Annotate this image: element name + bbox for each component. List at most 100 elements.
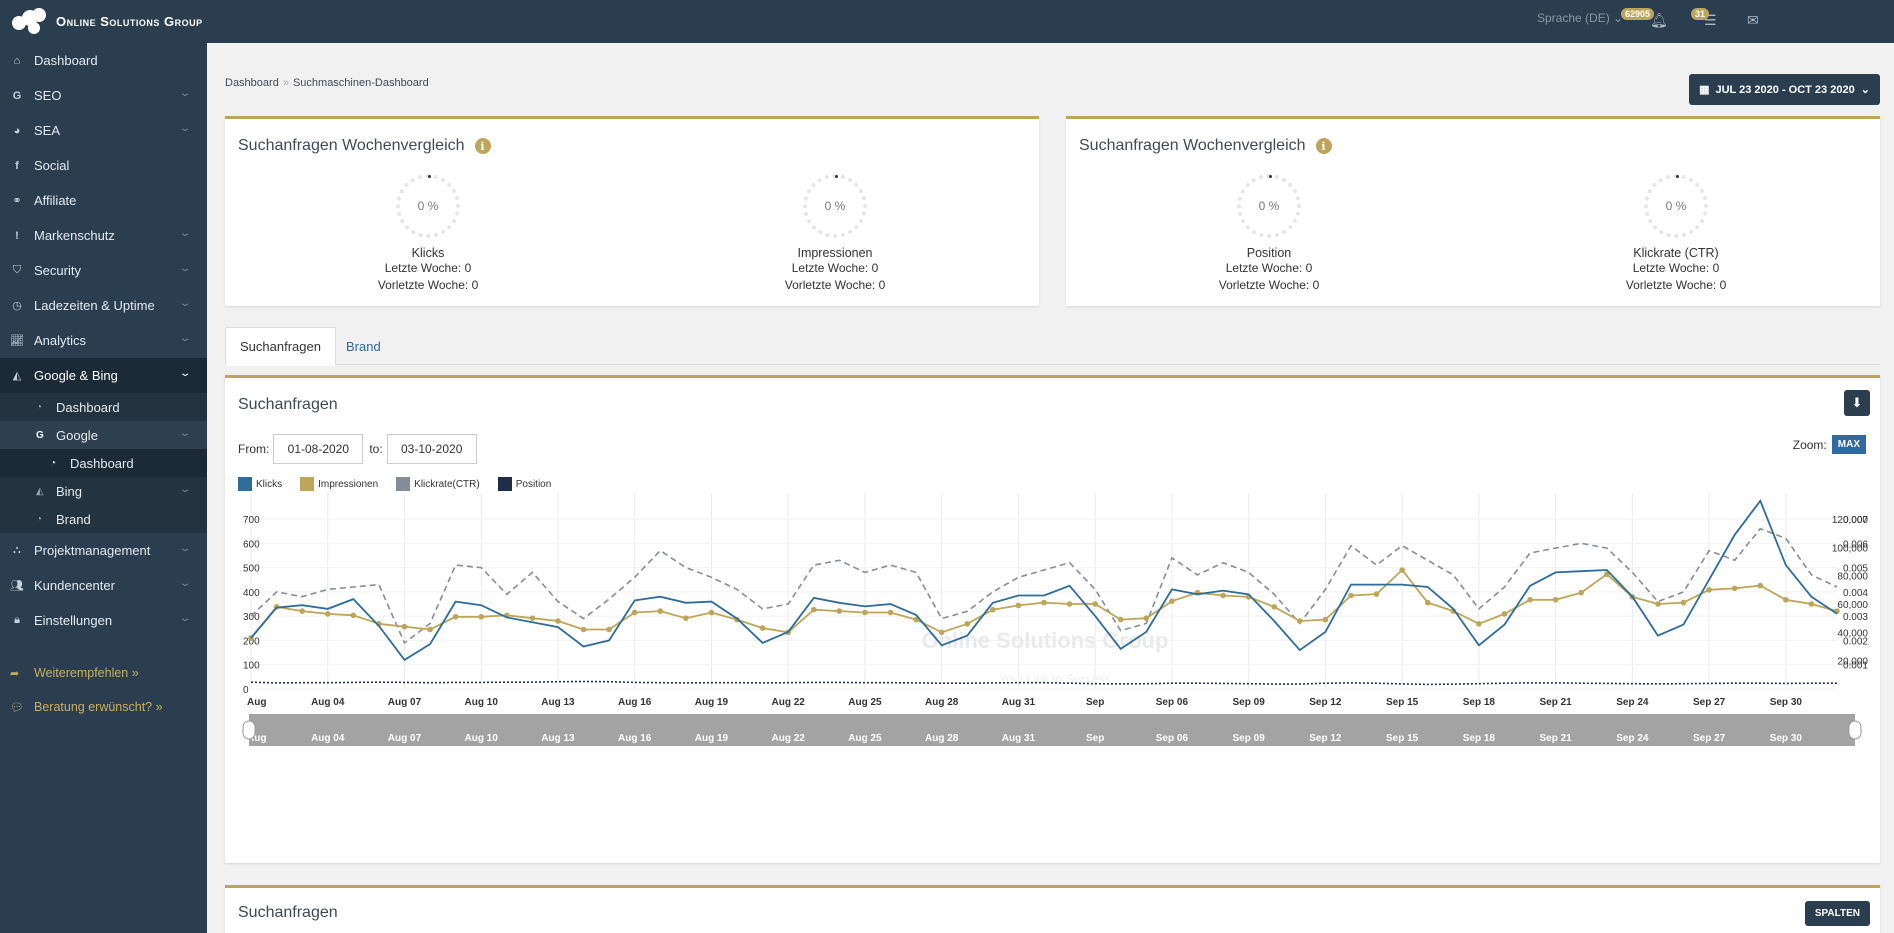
from-date-input[interactable]: 01-08-2020 bbox=[273, 434, 364, 464]
navigator-tick-label: Aug 10 bbox=[465, 733, 499, 744]
y-left-tick-label: 500 bbox=[243, 564, 260, 575]
y-left-tick-label: 300 bbox=[243, 612, 260, 623]
legend-item-position[interactable]: Position bbox=[497, 477, 551, 491]
legend-item-klicks[interactable]: Klicks bbox=[238, 477, 282, 491]
zoom-max-button[interactable]: MAX bbox=[1831, 435, 1866, 454]
sidebar-subitem-bing[interactable]: ◭ Bing ⌄ bbox=[0, 477, 207, 505]
sidebar-item-label: SEO bbox=[34, 88, 62, 103]
share-icon: ➦ bbox=[10, 667, 20, 680]
to-date-input[interactable]: 03-10-2020 bbox=[386, 434, 477, 464]
chart-watermark: Online Solutions Group bbox=[922, 628, 1169, 653]
logo-mark-icon bbox=[12, 8, 46, 34]
sidebar-item-sea[interactable]: ◕ SEA ⌄ bbox=[0, 113, 207, 148]
stat-last-week: Letzte Woche: 0 bbox=[1632, 261, 1720, 275]
legend-item-impressionen[interactable]: Impressionen bbox=[300, 477, 378, 491]
home-icon: ⌂ bbox=[13, 54, 21, 67]
sidebar-item-analytics[interactable]: 📈︎ Analytics ⌄ bbox=[0, 323, 207, 358]
navigator-handle-left[interactable] bbox=[242, 720, 256, 740]
sidebar-item-einstellungen[interactable]: 🔒︎ Einstellungen ⌄ bbox=[0, 603, 207, 638]
sidebar-item-kundencenter[interactable]: 👥︎ Kundencenter ⌄ bbox=[0, 568, 207, 603]
comments-icon: 💬︎ bbox=[10, 701, 24, 714]
data-point-impressionen bbox=[1783, 596, 1789, 603]
data-point-impressionen bbox=[1169, 598, 1175, 604]
stat-prev-week: Vorletzte Woche: 0 bbox=[1218, 278, 1320, 292]
data-point-impressionen bbox=[631, 609, 638, 616]
y-left-tick-label: 600 bbox=[243, 539, 260, 550]
x-tick-label: Aug bbox=[247, 697, 266, 708]
spalten-button[interactable]: SPALTEN bbox=[1804, 901, 1870, 926]
x-tick-label: Aug 19 bbox=[695, 697, 729, 708]
navigator-tick-label: Aug 04 bbox=[311, 733, 345, 744]
sidebar-item-dashboard[interactable]: ⌂ Dashboard bbox=[0, 43, 207, 78]
x-tick-label: Aug 28 bbox=[925, 697, 959, 708]
sidebar-item-projektmanagement[interactable]: ⛬ Projektmanagement ⌄ bbox=[0, 533, 207, 568]
language-selector[interactable]: Sprache (DE) ⌄ bbox=[1537, 11, 1623, 25]
chevron-down-icon: ⌄ bbox=[1860, 84, 1870, 96]
data-point-impressionen bbox=[1476, 621, 1482, 627]
legend-swatch bbox=[497, 477, 512, 491]
y-right-ctr-tick-label: 0.001 bbox=[1843, 661, 1868, 672]
beratung-link[interactable]: 💬︎ Beratung erwünscht? » bbox=[0, 690, 207, 724]
y-right-impr-tick-label: 120,000 bbox=[1832, 515, 1869, 526]
link-label: Beratung erwünscht? » bbox=[34, 700, 163, 714]
sidebar-item-label: Projektmanagement bbox=[34, 543, 151, 558]
sidebar-item-markenschutz[interactable]: ! Markenschutz ⌄ bbox=[0, 218, 207, 253]
chevron-down-icon: ⌄ bbox=[178, 228, 192, 239]
data-point-impressionen bbox=[1527, 596, 1533, 603]
sidebar-item-google-bing[interactable]: ◭ Google & Bing ⌄ bbox=[0, 358, 207, 393]
legend-swatch bbox=[396, 477, 411, 491]
y-right-ctr-tick-label: 0.004 bbox=[1843, 588, 1868, 599]
tab-brand[interactable]: Brand bbox=[346, 339, 381, 354]
sidebar-item-ladezeiten[interactable]: ◷ Ladezeiten & Uptime ⌄ bbox=[0, 288, 207, 323]
tab-suchanfragen[interactable]: Suchanfragen bbox=[225, 327, 336, 366]
bell-icon[interactable]: 🔔︎ bbox=[1650, 12, 1668, 28]
download-button[interactable]: ⬇ bbox=[1844, 390, 1870, 416]
legend-item-ctr[interactable]: Klickrate(CTR) bbox=[396, 477, 480, 491]
sidebar-item-social[interactable]: f Social bbox=[0, 148, 207, 183]
weiterempfehlen-link[interactable]: ➦ Weiterempfehlen » bbox=[0, 656, 207, 690]
x-tick-label: Sep bbox=[1086, 697, 1104, 708]
suchanfragen-table-card: Suchanfragen SPALTEN bbox=[225, 885, 1880, 933]
info-icon[interactable]: i bbox=[474, 138, 491, 154]
sidebar-subitem-brand[interactable]: ◔ Brand bbox=[0, 505, 207, 533]
sidebar-item-affiliate[interactable]: ⚭ Affiliate bbox=[0, 183, 207, 218]
date-range-button[interactable]: ▦ JUL 23 2020 - OCT 23 2020 ⌄ bbox=[1689, 74, 1880, 105]
y-left-tick-label: 0 bbox=[243, 685, 249, 696]
gauge-value: 0 % bbox=[1665, 199, 1687, 213]
gauge-value: 0 % bbox=[824, 199, 846, 213]
sidebar-item-seo[interactable]: G SEO ⌄ bbox=[0, 78, 207, 113]
dashboard-icon: ◔ bbox=[36, 401, 43, 413]
navigator-tick-label: Aug 25 bbox=[848, 733, 882, 744]
sidebar-item-security[interactable]: ⛉ Security ⌄ bbox=[0, 253, 207, 288]
y-right-impr-tick-label: 40,000 bbox=[1837, 628, 1868, 639]
data-point-impressionen bbox=[1578, 589, 1584, 596]
gauge-value: 0 % bbox=[417, 199, 439, 213]
facebook-icon: f bbox=[15, 159, 19, 172]
x-tick-label: Sep 27 bbox=[1693, 697, 1726, 708]
data-point-impressionen bbox=[1603, 571, 1610, 578]
x-tick-label: Sep 15 bbox=[1386, 697, 1419, 708]
data-point-impressionen bbox=[759, 625, 766, 631]
sidebar-subitem-google[interactable]: G Google ⌄ bbox=[0, 421, 207, 449]
envelope-icon[interactable]: ✉ bbox=[1747, 12, 1759, 28]
stat-position: 0 % Position Letzte Woche: 0 Vorletzte W… bbox=[1169, 174, 1369, 294]
navigator-handle-right[interactable] bbox=[1848, 720, 1862, 740]
breadcrumb-home[interactable]: Dashboard bbox=[225, 77, 279, 89]
data-point-impressionen bbox=[964, 621, 971, 627]
x-tick-label: Aug 22 bbox=[772, 697, 806, 708]
y-left-tick-label: 700 bbox=[243, 515, 260, 526]
navigator-tick-label: Sep 24 bbox=[1616, 733, 1649, 744]
chevron-down-icon: ⌄ bbox=[178, 428, 192, 439]
info-icon[interactable]: i bbox=[1315, 138, 1332, 154]
sidebar-item-label: Google & Bing bbox=[34, 368, 118, 383]
line-chart[interactable]: 0 100 200 300 400 500 600 700 0.001 0.002 0.003 0.0… bbox=[225, 493, 1880, 913]
language-label: Sprache (DE) bbox=[1537, 11, 1610, 25]
sidebar-subitem-dashboard[interactable]: ◔ Dashboard bbox=[0, 393, 207, 421]
logo[interactable]: Online Solutions Group bbox=[12, 8, 203, 34]
sidebar-subitem-google-dashboard[interactable]: ◔ Dashboard bbox=[0, 449, 207, 477]
data-point-impressionen bbox=[887, 609, 894, 616]
x-tick-label: Aug 04 bbox=[311, 697, 345, 708]
data-point-impressionen bbox=[427, 626, 433, 633]
data-point-impressionen bbox=[1066, 601, 1073, 607]
navigator-tick-label: Sep 06 bbox=[1156, 733, 1189, 744]
